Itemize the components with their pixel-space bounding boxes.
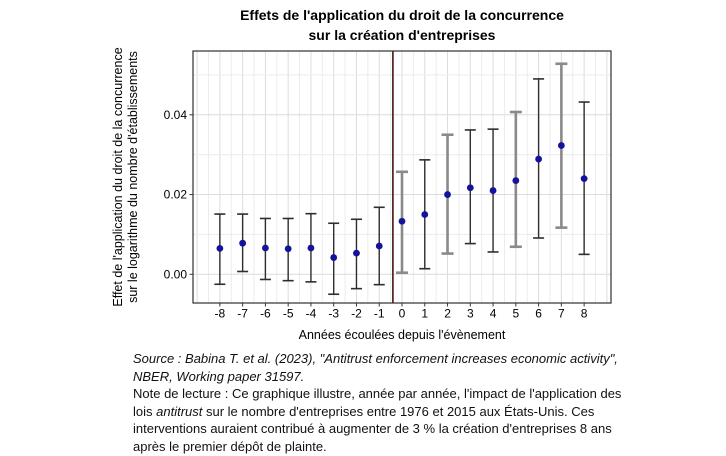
x-axis-title: Années écoulées depuis l'évènement bbox=[299, 328, 506, 342]
caption-segment: sur le nombre d'entreprises entre 1976 e… bbox=[133, 403, 612, 454]
y-axis-title-line2: sur le logarithme du nombre d'établissem… bbox=[126, 51, 140, 303]
x-tick-label: 3 bbox=[467, 307, 474, 321]
x-tick-label: 4 bbox=[490, 307, 497, 321]
data-point bbox=[261, 244, 269, 252]
data-point bbox=[375, 242, 383, 250]
data-point bbox=[284, 245, 292, 253]
data-point bbox=[535, 155, 543, 163]
caption: Source : Babina T. et al. (2023), "Antit… bbox=[133, 350, 638, 456]
x-tick-label: -4 bbox=[306, 307, 317, 321]
data-point bbox=[216, 244, 224, 252]
chart-title: Effets de l'application du droit de la c… bbox=[193, 5, 611, 45]
x-tick-label: 6 bbox=[535, 307, 542, 321]
x-tick-label: -8 bbox=[215, 307, 226, 321]
data-point bbox=[330, 254, 338, 261]
source-note: Source : Babina T. et al. (2023), "Antit… bbox=[133, 350, 638, 385]
data-point bbox=[421, 211, 429, 218]
data-point bbox=[353, 249, 360, 257]
data-point bbox=[557, 142, 565, 149]
y-axis-title-line1: Effet de l'application du droit de la co… bbox=[111, 47, 125, 306]
x-tick-label: -3 bbox=[328, 307, 339, 321]
chart-title-line1: Effets de l'application du droit de la c… bbox=[240, 7, 564, 23]
data-point bbox=[512, 177, 520, 184]
y-tick-label: 0.04 bbox=[164, 108, 188, 122]
x-tick-label: -5 bbox=[283, 307, 294, 321]
x-tick-label: -2 bbox=[351, 307, 362, 321]
y-tick-label: 0.02 bbox=[164, 188, 188, 202]
data-point bbox=[580, 175, 588, 182]
x-tick-label: 1 bbox=[421, 307, 428, 321]
caption-segment: Note de lecture : Ce graphique illustre,… bbox=[133, 386, 622, 419]
x-tick-label: -6 bbox=[260, 307, 271, 321]
data-point bbox=[398, 217, 406, 225]
data-point bbox=[239, 239, 247, 247]
reading-note: Note de lecture : Ce graphique illustre,… bbox=[133, 385, 638, 455]
x-tick-label: 7 bbox=[558, 307, 565, 321]
x-tick-label: 0 bbox=[399, 307, 406, 321]
x-tick-label: -7 bbox=[237, 307, 248, 321]
caption-segment: antitrust bbox=[156, 403, 203, 419]
data-point bbox=[489, 187, 497, 194]
caption-segment: Source : Babina T. et al. (2023), "Antit… bbox=[133, 351, 618, 384]
x-tick-label: -1 bbox=[374, 307, 385, 321]
data-point bbox=[444, 191, 451, 198]
event-study-chart: -8 -7 -6 -5 -4 -3 -2 -1 0 1 2 3 4 5 6 7 8 0.00 0.02 0.04 Ann… bbox=[111, 47, 612, 342]
data-point bbox=[466, 184, 474, 192]
y-tick-label: 0.00 bbox=[164, 267, 188, 281]
x-tick-label: 2 bbox=[444, 307, 451, 321]
chart-title-line2: sur la création d'entreprises bbox=[308, 27, 496, 43]
data-point bbox=[307, 244, 315, 252]
x-tick-label: 5 bbox=[512, 307, 519, 321]
x-tick-label: 8 bbox=[581, 307, 588, 321]
